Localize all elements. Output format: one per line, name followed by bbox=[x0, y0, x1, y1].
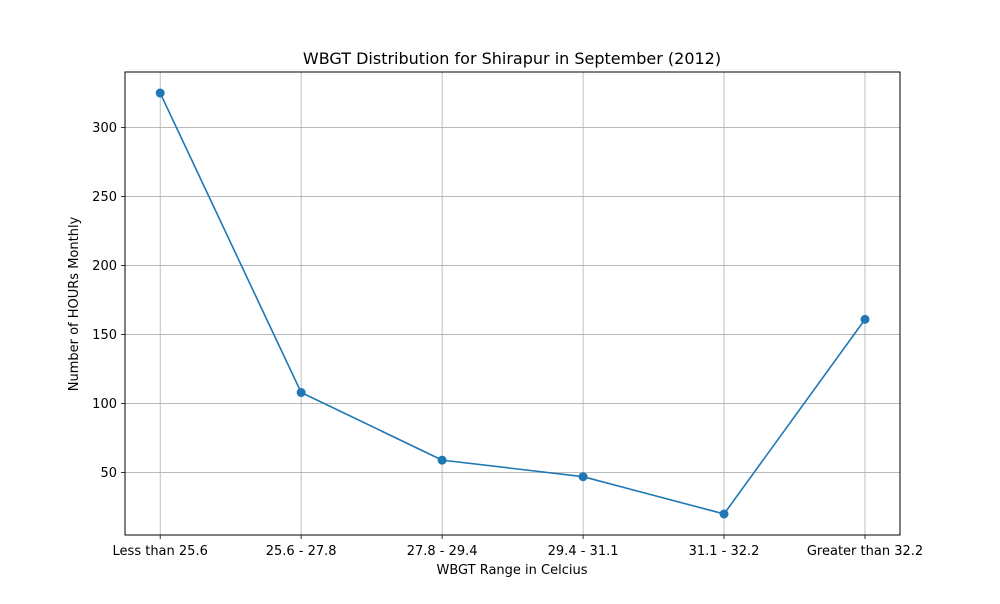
y-tick-label: 100 bbox=[92, 397, 117, 412]
y-tick-label: 50 bbox=[100, 466, 117, 481]
x-tick-label: 25.6 - 27.8 bbox=[266, 544, 337, 559]
y-tick-label: 150 bbox=[92, 328, 117, 343]
series-line bbox=[159, 92, 866, 515]
y-axis-label: Number of HOURs Monthly bbox=[67, 216, 82, 391]
x-axis-label: WBGT Range in Celcius bbox=[436, 563, 587, 578]
y-tick-label: 200 bbox=[92, 259, 117, 274]
x-tick-label: 31.1 - 32.2 bbox=[689, 544, 760, 559]
x-axis: Less than 25.6 25.6 - 27.8 27.8 - 29.4 29.4… bbox=[113, 535, 923, 559]
x-tick-label: Greater than 32.2 bbox=[807, 544, 923, 559]
data-point bbox=[155, 88, 165, 98]
data-point bbox=[296, 388, 306, 398]
series-layer bbox=[155, 88, 870, 519]
grid-lines bbox=[125, 72, 900, 535]
y-axis: 50 100 150 200 250 300 bbox=[92, 121, 125, 481]
data-point bbox=[437, 455, 447, 465]
x-tick-label: 27.8 - 29.4 bbox=[407, 544, 478, 559]
data-point bbox=[578, 472, 588, 482]
data-point bbox=[860, 314, 870, 324]
x-tick-label: Less than 25.6 bbox=[113, 544, 208, 559]
chart-title: WBGT Distribution for Shirapur in Septem… bbox=[303, 49, 721, 68]
x-tick-label: 29.4 - 31.1 bbox=[548, 544, 619, 559]
y-tick-label: 250 bbox=[92, 190, 117, 205]
plot-frame bbox=[124, 71, 901, 536]
y-tick-label: 300 bbox=[92, 121, 117, 136]
data-point bbox=[719, 509, 729, 519]
